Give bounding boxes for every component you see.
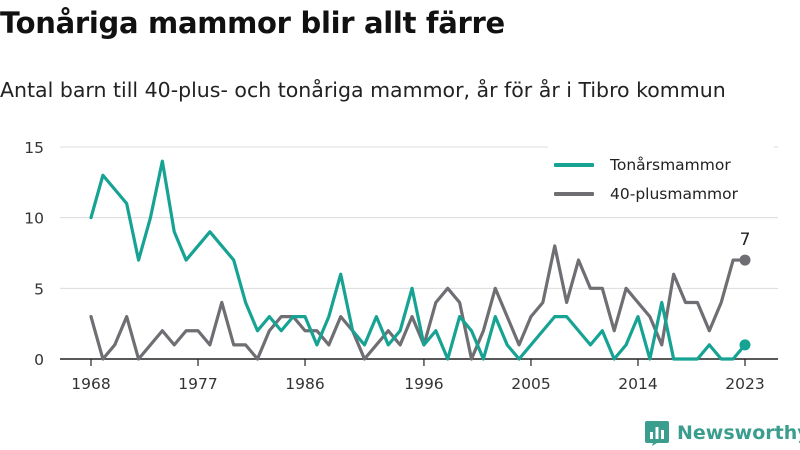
x-tick-label: 1977 [178,375,217,393]
y-tick-label: 0 [34,351,44,369]
newsworthy-brand: Newsworthy [644,420,800,446]
end-markers: 7 [739,230,751,351]
axes: 0 5 10 15 1968 1977 1986 1996 2005 2014 2023 [24,139,778,393]
x-tick-label: 1968 [71,375,110,393]
y-tick-label: 15 [24,139,44,157]
legend-swatch-tonarsmammor [554,162,594,167]
bar-chart-logo-icon [645,421,669,446]
end-value-label: 7 [740,230,751,250]
chart-subtitle: Antal barn till 40-plus- och tonåriga ma… [0,78,726,102]
x-tick-label: 2023 [725,375,764,393]
end-marker-40-plusmammor [739,254,751,266]
x-tick-label: 2005 [511,375,550,393]
chart-title: Tonåriga mammor blir allt färre [0,6,505,40]
series-lines [89,159,747,361]
legend-item-tonarsmammor: Tonårsmammor [548,150,774,179]
chart-legend: Tonårsmammor 40-plusmammor [548,146,774,214]
legend-swatch-40-plusmammor [554,191,594,196]
x-tick-label: 2014 [618,375,657,393]
legend-item-40-plusmammor: 40-plusmammor [548,179,774,208]
legend-label-tonarsmammor: Tonårsmammor [610,155,731,174]
brand-name: Newsworthy [677,422,800,444]
end-marker-tonarsmammor [739,339,751,351]
y-tick-label: 5 [34,280,44,298]
x-tick-label: 1986 [285,375,324,393]
y-tick-label: 10 [24,210,44,228]
legend-label-40-plusmammor: 40-plusmammor [610,184,739,203]
series-line-tonarsmammor [89,159,747,361]
x-tick-label: 1996 [404,375,443,393]
series-line-40-plusmammor [89,244,747,361]
